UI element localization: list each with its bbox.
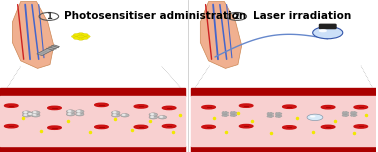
Ellipse shape	[95, 103, 108, 107]
Circle shape	[149, 116, 158, 119]
Circle shape	[73, 37, 80, 40]
Ellipse shape	[134, 105, 148, 108]
Ellipse shape	[95, 125, 108, 129]
Ellipse shape	[354, 125, 367, 128]
Circle shape	[350, 114, 357, 117]
Circle shape	[24, 114, 27, 115]
FancyBboxPatch shape	[319, 24, 336, 29]
Circle shape	[350, 111, 357, 114]
Circle shape	[342, 111, 349, 114]
Polygon shape	[37, 45, 59, 56]
Ellipse shape	[163, 124, 176, 128]
Circle shape	[66, 112, 75, 116]
Circle shape	[31, 114, 40, 117]
Circle shape	[222, 114, 229, 117]
Ellipse shape	[311, 116, 315, 117]
Circle shape	[275, 112, 282, 115]
Bar	[0, 96, 185, 146]
Circle shape	[68, 113, 71, 114]
Ellipse shape	[5, 124, 18, 128]
Text: 2: 2	[234, 12, 240, 21]
Circle shape	[24, 112, 27, 113]
Polygon shape	[12, 2, 54, 68]
Circle shape	[77, 38, 84, 40]
Circle shape	[31, 111, 40, 114]
Circle shape	[267, 115, 274, 117]
Text: Laser irradiation: Laser irradiation	[253, 11, 351, 21]
Circle shape	[77, 33, 84, 35]
Bar	[191, 96, 376, 146]
Circle shape	[313, 27, 343, 39]
Circle shape	[307, 114, 323, 121]
Circle shape	[113, 114, 116, 115]
Circle shape	[77, 113, 80, 114]
Circle shape	[66, 110, 75, 113]
Circle shape	[151, 114, 153, 115]
Ellipse shape	[48, 126, 61, 129]
Ellipse shape	[239, 104, 253, 107]
Ellipse shape	[283, 105, 296, 108]
Circle shape	[22, 114, 31, 117]
Ellipse shape	[321, 125, 335, 129]
Circle shape	[122, 114, 125, 115]
Polygon shape	[200, 2, 242, 68]
Ellipse shape	[283, 126, 296, 129]
Ellipse shape	[321, 105, 335, 109]
Ellipse shape	[163, 106, 176, 110]
Circle shape	[112, 111, 120, 114]
Circle shape	[27, 113, 36, 116]
Circle shape	[230, 111, 237, 114]
Circle shape	[33, 114, 36, 115]
Ellipse shape	[354, 105, 367, 109]
Circle shape	[33, 112, 36, 113]
Ellipse shape	[5, 104, 18, 107]
Circle shape	[73, 33, 80, 36]
Circle shape	[76, 110, 84, 113]
Circle shape	[160, 116, 163, 117]
Circle shape	[267, 112, 274, 115]
Circle shape	[77, 35, 84, 38]
Circle shape	[68, 111, 71, 112]
Text: 1: 1	[46, 12, 52, 21]
Ellipse shape	[202, 125, 215, 129]
Text: Photosensitiser administration: Photosensitiser administration	[64, 11, 246, 21]
Bar	[0, 88, 185, 96]
Circle shape	[82, 33, 88, 36]
Circle shape	[82, 37, 88, 40]
Circle shape	[158, 116, 167, 119]
Circle shape	[230, 114, 237, 117]
Circle shape	[77, 111, 80, 112]
Bar	[191, 88, 376, 96]
Ellipse shape	[239, 124, 253, 128]
Circle shape	[113, 112, 116, 113]
Circle shape	[342, 114, 349, 117]
Ellipse shape	[134, 125, 148, 129]
Circle shape	[112, 114, 120, 117]
Circle shape	[76, 112, 84, 116]
Bar	[191, 146, 376, 152]
Ellipse shape	[319, 30, 326, 32]
Circle shape	[149, 113, 158, 116]
Circle shape	[84, 35, 90, 38]
Ellipse shape	[202, 105, 215, 109]
Circle shape	[121, 114, 129, 117]
Bar	[0, 146, 185, 152]
Ellipse shape	[48, 106, 61, 110]
Circle shape	[71, 35, 78, 38]
Circle shape	[222, 111, 229, 114]
Circle shape	[151, 116, 153, 117]
Circle shape	[275, 115, 282, 117]
Circle shape	[29, 113, 31, 114]
Circle shape	[22, 111, 31, 114]
